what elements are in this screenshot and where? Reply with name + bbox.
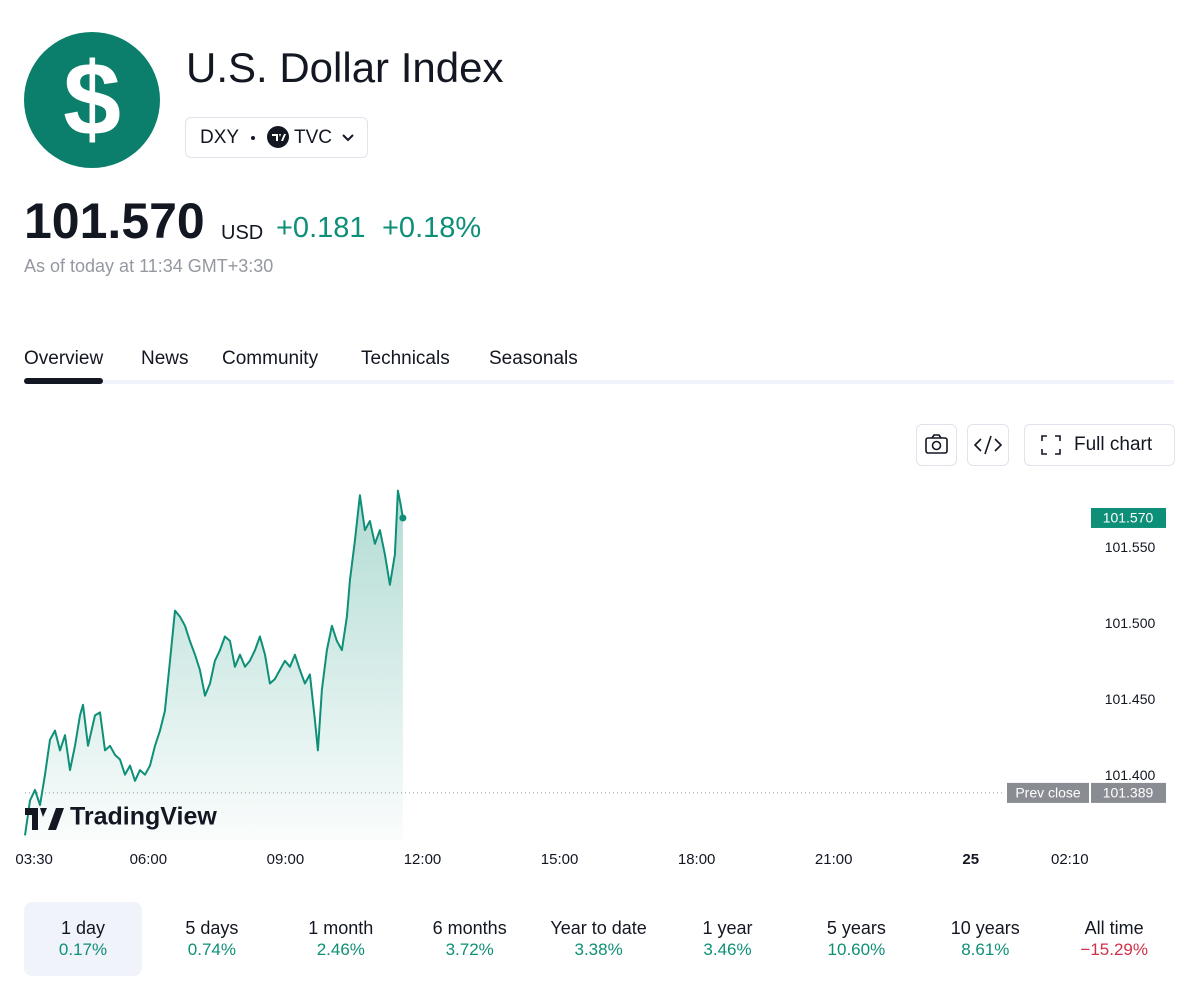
last-point <box>399 514 407 522</box>
full-chart-label: Full chart <box>1074 434 1153 455</box>
x-tick-label: 09:00 <box>267 851 305 868</box>
symbol-icon: $ <box>24 32 160 168</box>
line <box>24 489 404 836</box>
tab[interactable]: Overview <box>24 348 104 369</box>
symbol: DXY <box>200 127 240 148</box>
tab[interactable]: Technicals <box>361 348 450 369</box>
prev-close-value: 101.389 <box>1103 785 1154 801</box>
period-change: 0.17% <box>58 940 108 959</box>
period-label: 5 days <box>185 918 239 938</box>
camera-icon <box>925 434 948 454</box>
x-tick-label: 12:00 <box>404 851 442 868</box>
full-chart-button[interactable]: Full chart <box>1024 424 1175 466</box>
code-icon <box>973 435 1003 455</box>
chevron <box>342 134 354 142</box>
period-label: 5 years <box>826 918 886 938</box>
period-change: 8.61% <box>961 940 1010 959</box>
y-tick-label: 101.500 <box>1105 615 1156 631</box>
period-change: 3.72% <box>445 940 494 959</box>
x-tick-label: 21:00 <box>815 851 853 868</box>
prev-close-text: Prev close <box>1015 785 1081 801</box>
y-tick-label: 101.550 <box>1105 539 1156 555</box>
period-label: Year to date <box>550 918 647 938</box>
period-label: All time <box>1084 918 1144 938</box>
title: U.S. Dollar Index <box>186 44 504 91</box>
period-button[interactable]: All time −15.29% <box>1055 902 1173 976</box>
period-button[interactable]: 6 months 3.72% <box>411 902 529 976</box>
period-label: 6 months <box>432 918 507 938</box>
period-label: 1 month <box>308 918 374 938</box>
tab[interactable]: Community <box>222 348 319 369</box>
period-change: 3.46% <box>703 940 752 959</box>
symbol-selector[interactable]: DXY TVC <box>185 117 368 158</box>
tab[interactable]: News <box>141 348 189 369</box>
period-button[interactable]: 5 days 0.74% <box>153 902 271 976</box>
last-price-tag <box>1091 507 1166 528</box>
period-button[interactable]: 1 month 2.46% <box>282 902 400 976</box>
period-button[interactable]: 1 day 0.17% <box>24 902 142 976</box>
exchange: TVC <box>294 127 332 148</box>
currency: USD <box>221 222 264 244</box>
period-label: 1 year <box>702 918 753 938</box>
change: +0.181 <box>276 212 366 244</box>
period-button[interactable]: 1 year 3.46% <box>669 902 787 976</box>
y-tick-label: 101.450 <box>1105 691 1156 707</box>
y-tick-label: 101.400 <box>1105 767 1156 783</box>
period-label: 10 years <box>950 918 1020 938</box>
last-price-label: 101.570 <box>1103 510 1154 526</box>
x-tick-label: 03:30 <box>15 851 53 868</box>
tab-rail <box>24 380 1174 384</box>
exchange-icon <box>267 126 289 148</box>
prev-close-value-tag <box>1091 782 1166 803</box>
period-change: 10.60% <box>827 940 886 959</box>
period-label: 1 day <box>60 918 106 938</box>
period-change: 2.46% <box>316 940 365 959</box>
x-tick-label: 25 <box>962 851 979 868</box>
expand-icon <box>1041 435 1061 455</box>
change-percent: +0.18% <box>382 212 482 244</box>
watermark: TradingView <box>70 803 217 831</box>
snapshot-button[interactable] <box>916 424 957 466</box>
separator-dot <box>251 136 255 140</box>
price: 101.570 <box>24 193 205 249</box>
active-tab-indicator <box>24 378 103 384</box>
x-tick-label: 02:10 <box>1051 851 1089 868</box>
timestamp: As of today at 11:34 GMT+3:30 <box>24 256 274 276</box>
x-tick-label: 15:00 <box>541 851 579 868</box>
watermark-logo <box>25 808 64 830</box>
x-tick-label: 06:00 <box>130 851 168 868</box>
period-button[interactable]: 5 years 10.60% <box>797 902 915 976</box>
x-tick-label: 18:00 <box>678 851 716 868</box>
tab[interactable]: Seasonals <box>489 348 578 369</box>
embed-button[interactable] <box>967 424 1009 466</box>
prev-close-tag <box>1007 782 1089 803</box>
period-button[interactable]: 10 years 8.61% <box>926 902 1044 976</box>
period-change: 0.74% <box>187 940 236 959</box>
period-change: −15.29% <box>1080 940 1148 959</box>
period-button[interactable]: Year to date 3.38% <box>540 902 658 976</box>
period-change: 3.38% <box>574 940 623 959</box>
